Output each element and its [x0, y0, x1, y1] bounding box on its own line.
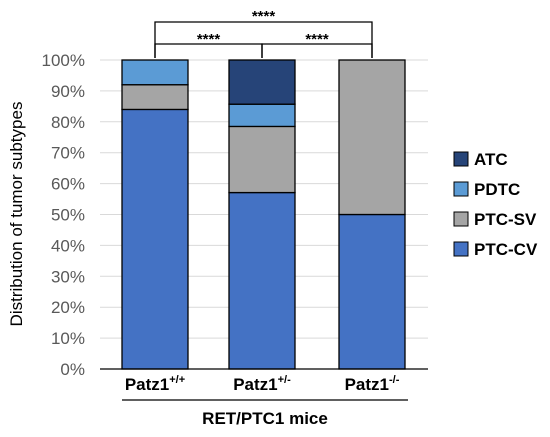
legend: ATC PDTC PTC-SV PTC-CV: [453, 150, 538, 259]
y-tick-label: 90%: [51, 82, 85, 101]
y-tick-label: 50%: [51, 206, 85, 225]
legend-label: ATC: [474, 150, 508, 169]
y-axis-label: Distribution of tumor subtypes: [7, 102, 26, 327]
y-tick-label: 20%: [51, 298, 85, 317]
category-label: Patz1+/+: [125, 374, 185, 394]
bar-segment-pdtc: [121, 59, 189, 86]
category-labels: Patz1+/+ Patz1+/- Patz1-/-: [125, 374, 400, 394]
bar-segment-atc: [228, 59, 296, 105]
significance-brackets: **** **** ****: [154, 8, 373, 58]
bar-segment-ptc-sv: [228, 125, 296, 194]
y-tick-label: 30%: [51, 267, 85, 286]
bar-segment-ptc-sv: [121, 84, 189, 111]
legend-label: PTC-SV: [474, 210, 537, 229]
y-tick-label: 40%: [51, 236, 85, 255]
y-tick-label: 60%: [51, 175, 85, 194]
significance-label: ****: [305, 31, 329, 48]
category-label: Patz1+/-: [233, 374, 291, 394]
legend-swatch-atc: [453, 151, 469, 167]
y-tick-label: 100%: [42, 51, 85, 70]
significance-label: ****: [252, 8, 276, 25]
bars: [121, 59, 406, 370]
legend-swatch-pdtc: [453, 181, 469, 197]
legend-label: PTC-CV: [474, 240, 538, 259]
x-axis-label: RET/PTC1 mice: [202, 409, 328, 428]
significance-bracket: [261, 43, 373, 58]
legend-swatch-ptc-cv: [453, 241, 469, 257]
bar-segment-ptc-sv: [338, 59, 406, 216]
bar-segment-ptc-cv: [121, 108, 189, 370]
y-tick-label: 0%: [60, 360, 85, 379]
y-tick-label: 80%: [51, 113, 85, 132]
category-label: Patz1-/-: [345, 374, 400, 394]
bar-segment-pdtc: [228, 103, 296, 128]
legend-label: PDTC: [474, 180, 520, 199]
bar-segment-ptc-cv: [228, 191, 296, 370]
y-tick-label: 70%: [51, 144, 85, 163]
y-tick-label: 10%: [51, 329, 85, 348]
significance-label: ****: [197, 31, 221, 48]
significance-bracket: [154, 21, 373, 58]
legend-swatch-ptc-sv: [453, 211, 469, 227]
bar-segment-ptc-cv: [338, 213, 406, 370]
y-tick-labels: 0% 10% 20% 30% 40% 50% 60% 70% 80% 90% 100%: [42, 51, 85, 379]
